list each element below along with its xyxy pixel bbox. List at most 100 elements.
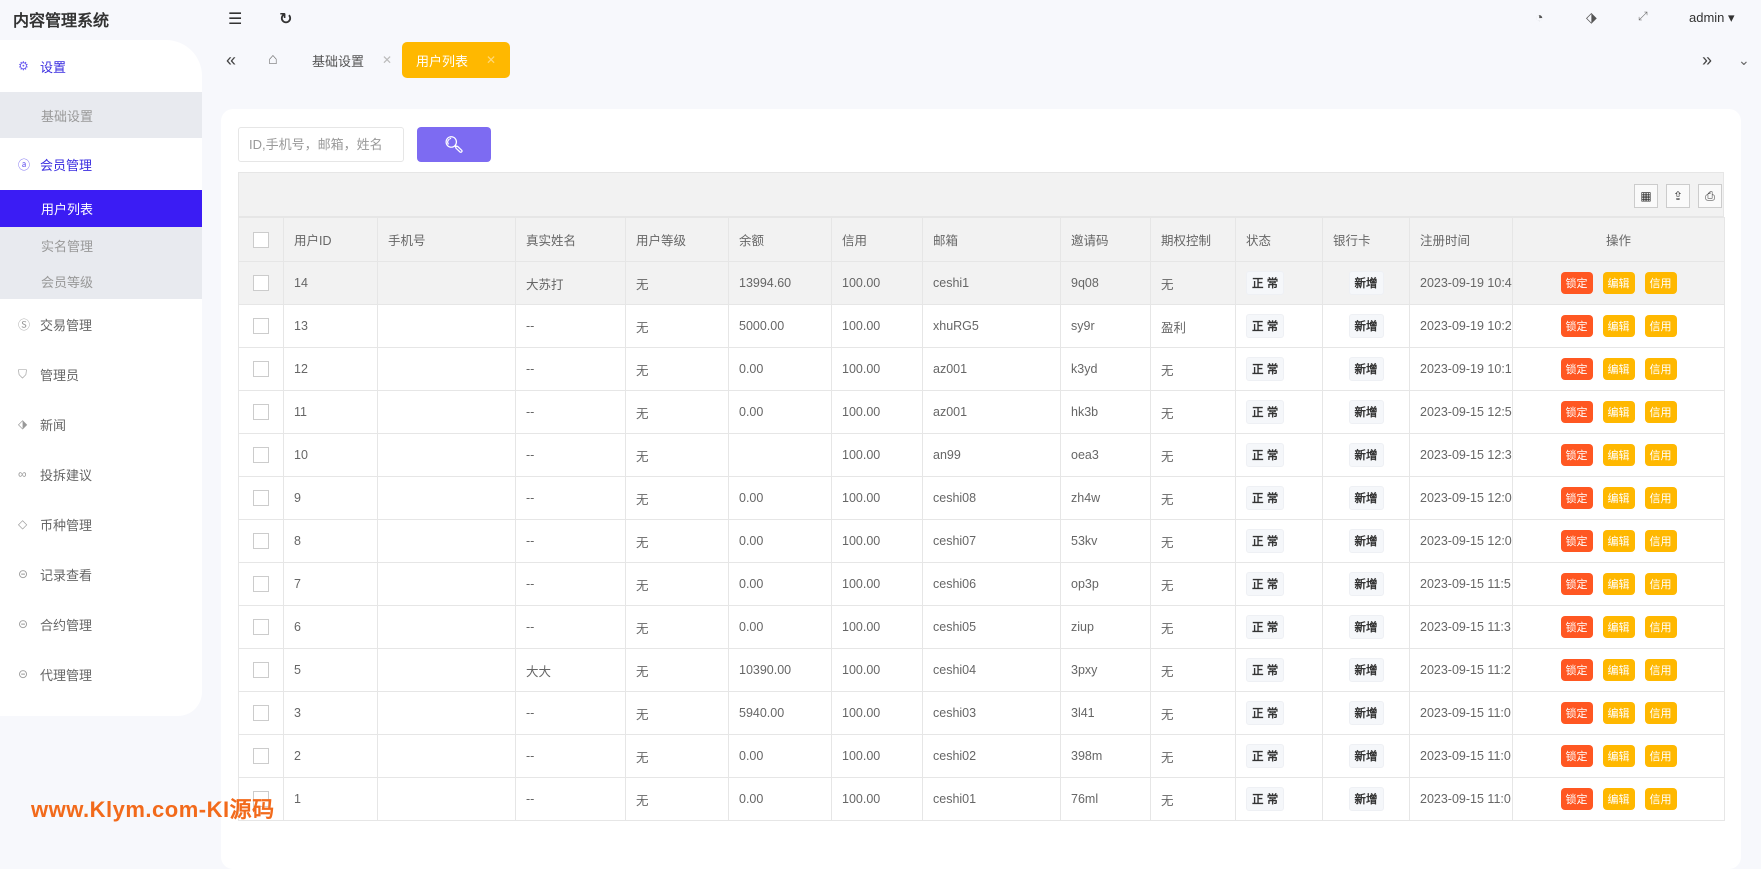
credit-button[interactable]: 信用	[1644, 358, 1677, 380]
refresh-icon[interactable]: ↻	[279, 11, 293, 28]
status-badge[interactable]: 正 常	[1246, 486, 1285, 510]
add-bank-card-button[interactable]: 新增	[1348, 443, 1384, 467]
lock-button[interactable]: 锁定	[1560, 272, 1593, 294]
edit-button[interactable]: 编辑	[1602, 702, 1635, 724]
row-checkbox[interactable]	[253, 447, 269, 463]
credit-button[interactable]: 信用	[1644, 745, 1677, 767]
user-menu[interactable]: admin ▾	[1689, 10, 1735, 26]
lock-button[interactable]: 锁定	[1560, 530, 1593, 552]
row-checkbox[interactable]	[253, 662, 269, 678]
row-checkbox[interactable]	[253, 619, 269, 635]
sidebar-item-records[interactable]: ⊝ 记录查看	[0, 549, 202, 599]
edit-button[interactable]: 编辑	[1602, 573, 1635, 595]
table-row[interactable]: 14 大苏打无 13994.60 100.00 ceshi1 9q08 无正 常新增 2023…	[238, 261, 1725, 305]
row-checkbox[interactable]	[253, 275, 269, 291]
table-row[interactable]: 8 -- 无 0.00 100.00 ceshi07 53kv 无正 常新增 2023-09-1…	[238, 519, 1725, 563]
sidebar-item-news[interactable]: ⬗ 新闻	[0, 399, 202, 449]
lock-button[interactable]: 锁定	[1560, 788, 1593, 810]
table-row[interactable]: 1 -- 无 0.00 100.00 ceshi01 76ml 无正 常新增 2023-09-1…	[238, 777, 1725, 821]
close-icon[interactable]: ✕	[486, 53, 497, 67]
credit-button[interactable]: 信用	[1644, 444, 1677, 466]
add-bank-card-button[interactable]: 新增	[1348, 271, 1384, 295]
home-icon[interactable]: ⌂	[268, 51, 278, 68]
lock-button[interactable]: 锁定	[1560, 444, 1593, 466]
status-badge[interactable]: 正 常	[1246, 314, 1285, 338]
lock-button[interactable]: 锁定	[1560, 616, 1593, 638]
lock-button[interactable]: 锁定	[1560, 358, 1593, 380]
status-badge[interactable]: 正 常	[1246, 572, 1285, 596]
row-checkbox[interactable]	[253, 361, 269, 377]
sidebar-item-currency[interactable]: ◇ 币种管理	[0, 499, 202, 549]
tag-icon[interactable]: ⬗	[1586, 9, 1597, 25]
export-icon[interactable]: ⇪	[1666, 184, 1690, 208]
row-checkbox[interactable]	[253, 748, 269, 764]
status-badge[interactable]: 正 常	[1246, 529, 1285, 553]
sidebar-item-realname[interactable]: 实名管理	[0, 227, 202, 263]
edit-button[interactable]: 编辑	[1602, 659, 1635, 681]
credit-button[interactable]: 信用	[1644, 616, 1677, 638]
print-icon[interactable]: ⎙	[1698, 184, 1722, 208]
edit-button[interactable]: 编辑	[1602, 444, 1635, 466]
search-button[interactable]: 🔍︎	[417, 127, 491, 162]
table-row[interactable]: 9 -- 无 0.00 100.00 ceshi08 zh4w 无正 常新增 2023-09-1…	[238, 476, 1725, 520]
add-bank-card-button[interactable]: 新增	[1348, 529, 1384, 553]
credit-button[interactable]: 信用	[1644, 530, 1677, 552]
edit-button[interactable]: 编辑	[1602, 487, 1635, 509]
table-row[interactable]: 11 -- 无 0.00 100.00 az001 hk3b 无正 常新增 2023-09-15…	[238, 390, 1725, 434]
row-checkbox[interactable]	[253, 490, 269, 506]
tab-user-list[interactable]: 用户列表 ✕	[402, 42, 511, 78]
add-bank-card-button[interactable]: 新增	[1348, 787, 1384, 811]
row-checkbox[interactable]	[253, 576, 269, 592]
status-badge[interactable]: 正 常	[1246, 357, 1285, 381]
add-bank-card-button[interactable]: 新增	[1348, 314, 1384, 338]
search-input[interactable]	[238, 127, 404, 162]
lock-button[interactable]: 锁定	[1560, 487, 1593, 509]
table-row[interactable]: 10 -- 无 100.00 an99 oea3 无正 常新增 2023-09-15 12:3…	[238, 433, 1725, 477]
lock-button[interactable]: 锁定	[1560, 401, 1593, 423]
table-row[interactable]: 6 -- 无 0.00 100.00 ceshi05 ziup 无正 常新增 2023-09-1…	[238, 605, 1725, 649]
edit-button[interactable]: 编辑	[1602, 315, 1635, 337]
sidebar-group-settings[interactable]: ⚙ 设置	[0, 40, 202, 92]
scroll-left-icon[interactable]: «	[226, 49, 237, 70]
edit-button[interactable]: 编辑	[1602, 616, 1635, 638]
select-all-checkbox[interactable]	[253, 231, 269, 248]
add-bank-card-button[interactable]: 新增	[1348, 572, 1384, 596]
fullscreen-icon[interactable]: ⤢	[1638, 9, 1648, 23]
add-bank-card-button[interactable]: 新增	[1348, 701, 1384, 725]
add-bank-card-button[interactable]: 新增	[1348, 615, 1384, 639]
status-badge[interactable]: 正 常	[1246, 744, 1285, 768]
sidebar-item-admin[interactable]: ⛉ 管理员	[0, 349, 202, 399]
sidebar-item-feedback[interactable]: ∞ 投拆建议	[0, 449, 202, 499]
sidebar-item-agents[interactable]: ⊝ 代理管理	[0, 649, 202, 699]
lock-button[interactable]: 锁定	[1560, 745, 1593, 767]
edit-button[interactable]: 编辑	[1602, 358, 1635, 380]
credit-button[interactable]: 信用	[1644, 788, 1677, 810]
menu-fold-icon[interactable]: ☰	[228, 11, 243, 28]
columns-icon[interactable]: ▦	[1634, 184, 1658, 208]
status-badge[interactable]: 正 常	[1246, 701, 1285, 725]
status-badge[interactable]: 正 常	[1246, 271, 1285, 295]
sidebar-item-trade[interactable]: Ⓢ 交易管理	[0, 299, 202, 349]
row-checkbox[interactable]	[253, 791, 269, 807]
add-bank-card-button[interactable]: 新增	[1348, 744, 1384, 768]
credit-button[interactable]: 信用	[1644, 401, 1677, 423]
row-checkbox[interactable]	[253, 705, 269, 721]
scroll-right-icon[interactable]: »	[1702, 49, 1713, 70]
add-bank-card-button[interactable]: 新增	[1348, 357, 1384, 381]
tab-basic-settings[interactable]: 基础设置 ✕	[312, 42, 392, 78]
lock-button[interactable]: 锁定	[1560, 702, 1593, 724]
sidebar-item-basic-settings[interactable]: 基础设置	[0, 92, 202, 138]
palette-icon[interactable]: ◔	[1535, 9, 1544, 25]
add-bank-card-button[interactable]: 新增	[1348, 658, 1384, 682]
edit-button[interactable]: 编辑	[1602, 401, 1635, 423]
table-row[interactable]: 2 -- 无 0.00 100.00 ceshi02 398m 无正 常新增 2023-09-1…	[238, 734, 1725, 778]
sidebar-item-contracts[interactable]: ⊝ 合约管理	[0, 599, 202, 649]
status-badge[interactable]: 正 常	[1246, 658, 1285, 682]
status-badge[interactable]: 正 常	[1246, 787, 1285, 811]
status-badge[interactable]: 正 常	[1246, 615, 1285, 639]
edit-button[interactable]: 编辑	[1602, 530, 1635, 552]
sidebar-item-user-list[interactable]: 用户列表	[0, 190, 202, 227]
close-icon[interactable]: ✕	[382, 53, 393, 67]
edit-button[interactable]: 编辑	[1602, 788, 1635, 810]
row-checkbox[interactable]	[253, 533, 269, 549]
